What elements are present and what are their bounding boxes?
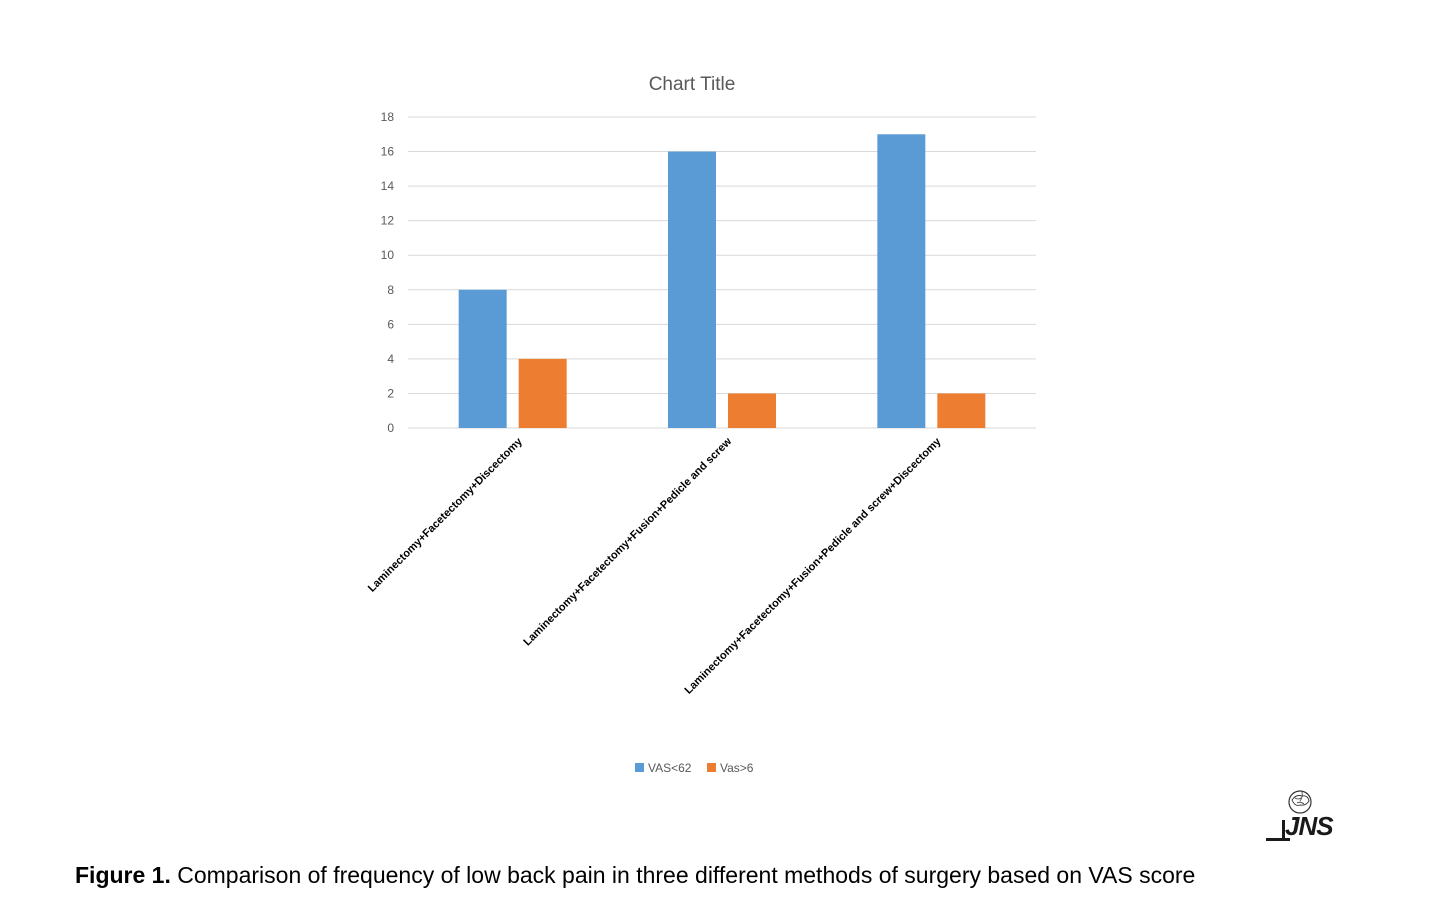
bar-vas-gt-6-2 [937,393,986,428]
y-tick-label: 18 [381,110,395,124]
gridlines [408,116,1036,429]
y-tick-label: 4 [387,352,394,366]
y-tick-label: 6 [387,317,394,331]
bar-vas-gt-6-0 [518,358,567,428]
y-tick-label: 2 [387,386,394,400]
y-tick-label: 16 [381,145,395,159]
legend-swatch [707,763,716,772]
y-tick-label: 14 [381,179,395,193]
legend-label: Vas>6 [720,761,754,775]
caption-text: Comparison of frequency of low back pain… [170,862,1196,888]
y-tick-label: 8 [387,283,394,297]
x-category-label: Laminectomy+Facetectomy+Discectomy [366,435,526,595]
x-category-label: Laminectomy+Facetectomy+Fusion+Pedicle a… [682,435,944,697]
bars [458,134,986,429]
y-axis-ticks: 0 2 4 6 8 10 12 14 16 18 [381,110,395,435]
legend: VAS<62 Vas>6 [635,761,754,775]
x-category-label: Laminectomy+Facetectomy+Fusion+Pedicle a… [521,435,734,648]
bar-vas-lt-62-1 [668,151,716,429]
figure-caption: Figure 1. Comparison of frequency of low… [75,862,1195,889]
chart-title: Chart Title [649,74,736,95]
y-tick-label: 0 [387,421,394,435]
bar-vas-gt-6-1 [728,393,776,428]
logo-text: JNS [1285,811,1334,841]
x-axis-labels: Laminectomy+Facetectomy+DiscectomyLamine… [366,435,944,697]
legend-label: VAS<62 [648,761,692,775]
caption-label: Figure 1. [75,862,171,888]
journal-logo [1266,790,1312,841]
bar-vas-lt-62-2 [877,134,926,428]
y-tick-label: 10 [381,248,395,262]
y-tick-label: 12 [381,214,395,228]
bar-vas-lt-62-0 [458,289,507,428]
legend-swatch [635,763,644,772]
